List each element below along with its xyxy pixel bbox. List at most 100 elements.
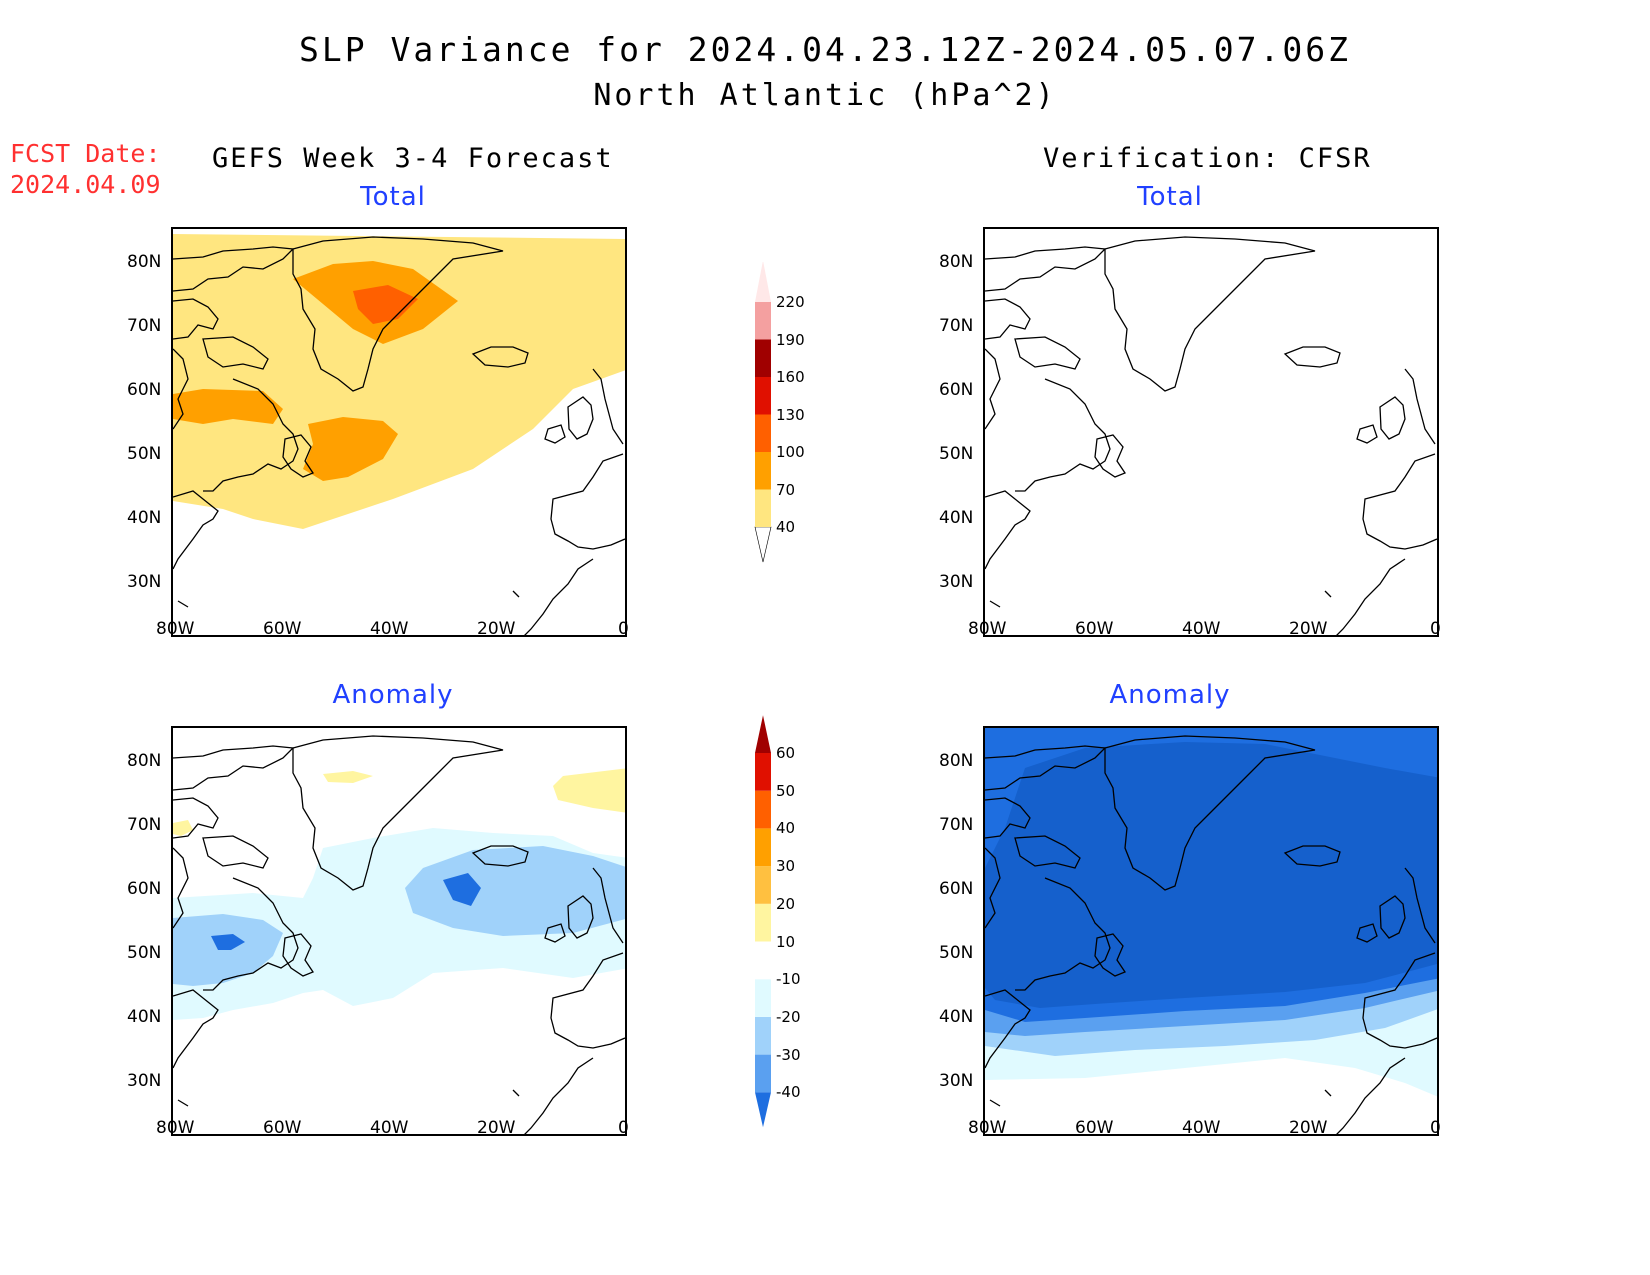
ver-anom-lon-tick-2: 40W xyxy=(1182,1118,1221,1138)
fc-total-lat-tick-1: 70N xyxy=(127,316,162,336)
fc-anom-lat-tick-2: 60N xyxy=(127,879,162,899)
fc-total-lon-tick-3: 20W xyxy=(477,619,516,639)
ver-total-map-svg xyxy=(985,236,1437,635)
fc-anom-lon-tick-0: 80W xyxy=(156,1118,195,1138)
ver-anom-lat-tick-2: 60N xyxy=(939,879,974,899)
fc-total-lon-tick-4: 0 xyxy=(618,619,629,639)
ver-anom-lon-tick-4: 0 xyxy=(1430,1118,1441,1138)
fc-anomaly-map xyxy=(171,726,627,1136)
anomaly-colorbar-label-0: -40 xyxy=(776,1083,801,1102)
anomaly-colorbar-label-6: 30 xyxy=(776,857,796,876)
total-colorbar-segment-1 xyxy=(755,452,771,490)
total-colorbar-segment-3 xyxy=(755,377,771,415)
total-colorbar-label-2: 100 xyxy=(776,443,805,461)
forecast-date: FCST Date: 2024.04.09 xyxy=(10,138,161,200)
total-colorbar-segment-4 xyxy=(755,339,771,377)
total-colorbar-label-3: 130 xyxy=(776,405,805,424)
total-colorbar-segment-2 xyxy=(755,414,771,452)
ver-total-lat-tick-2: 60N xyxy=(939,380,974,400)
forecast-date-value: 2024.04.09 xyxy=(10,170,161,199)
fc-total-level-100 xyxy=(353,285,418,324)
anomaly-colorbar-segment-5 xyxy=(755,903,771,942)
anomaly-colorbar-segment-4 xyxy=(755,941,771,980)
fc-total-lat-tick-4: 40N xyxy=(127,508,162,528)
total-colorbar-tail xyxy=(754,526,772,563)
fc-total-level-70-west xyxy=(173,389,283,424)
ver-total-lat-tick-4: 40N xyxy=(939,508,974,528)
main-title: SLP Variance for 2024.04.23.12Z-2024.05.… xyxy=(299,30,1351,69)
fc-total-map xyxy=(171,227,627,637)
anomaly-colorbar-segment-9 xyxy=(755,753,771,791)
ver-anomaly-title: Anomaly xyxy=(1109,680,1231,710)
ver-anom-lat-tick-5: 30N xyxy=(939,1071,974,1091)
fc-anomaly-neg-40-west xyxy=(211,934,245,950)
fc-total-lon-tick-1: 60W xyxy=(263,619,302,639)
fc-anom-lat-tick-0: 80N xyxy=(127,751,162,771)
ver-total-lon-tick-0: 80W xyxy=(968,619,1007,639)
fc-total-level-70-central xyxy=(303,417,398,481)
fc-anom-lon-tick-4: 0 xyxy=(618,1118,629,1138)
fc-anomaly-neg-40-east xyxy=(443,873,481,906)
fc-anomaly-title: Anomaly xyxy=(332,680,454,710)
fc-anomaly-neg-20-east xyxy=(405,846,625,936)
total-colorbar-segment-5 xyxy=(755,302,771,340)
fc-total-lat-tick-3: 50N xyxy=(127,444,162,464)
fc-total-map-svg xyxy=(173,234,625,635)
total-colorbar-label-6: 220 xyxy=(776,293,805,311)
ver-anom-lat-tick-0: 80N xyxy=(939,751,974,771)
fc-total-lat-tick-2: 60N xyxy=(127,380,162,400)
ver-total-lon-tick-3: 20W xyxy=(1289,619,1328,639)
fc-total-lat-tick-0: 80N xyxy=(127,252,162,272)
fc-anomaly-pos-west xyxy=(173,820,193,836)
anomaly-colorbar-label-4: 10 xyxy=(776,932,796,951)
total-colorbar-label-1: 70 xyxy=(776,480,796,499)
anomaly-colorbar-segment-7 xyxy=(755,828,771,867)
anomaly-colorbar-label-2: -20 xyxy=(776,1007,801,1026)
fc-anomaly-pos-east xyxy=(553,768,625,813)
anomaly-colorbar-segment-1 xyxy=(755,1054,771,1093)
fc-anomaly-pos-north xyxy=(323,771,373,783)
fc-total-lon-tick-2: 40W xyxy=(370,619,409,639)
ver-anomaly-map-svg xyxy=(985,728,1437,1134)
verification-column-title: Verification: CFSR xyxy=(1043,143,1372,174)
anomaly-colorbar-label-5: 20 xyxy=(776,894,796,913)
anomaly-colorbar-segment-3 xyxy=(755,979,771,1017)
ver-anom-lat-tick-3: 50N xyxy=(939,943,974,963)
ver-anomaly-map xyxy=(983,726,1439,1136)
ver-anom-lat-tick-1: 70N xyxy=(939,815,974,835)
total-colorbar-label-4: 160 xyxy=(776,368,805,386)
total-colorbar-segment-6 xyxy=(755,262,771,302)
forecast-date-label: FCST Date: xyxy=(10,139,161,168)
forecast-column-title: GEFS Week 3-4 Forecast xyxy=(212,143,614,174)
anomaly-colorbar xyxy=(755,715,771,1128)
fc-anom-lon-tick-2: 40W xyxy=(370,1118,409,1138)
anomaly-colorbar-segment-2 xyxy=(755,1016,771,1055)
ver-anom-lat-tick-4: 40N xyxy=(939,1007,974,1027)
fc-total-title: Total xyxy=(360,182,426,212)
ver-anom-lon-tick-1: 60W xyxy=(1075,1118,1114,1138)
ver-anomaly-neg-40-core xyxy=(985,742,1437,1008)
fc-total-lon-tick-0: 80W xyxy=(156,619,195,639)
anomaly-colorbar-segment-6 xyxy=(755,866,771,904)
anomaly-colorbar-label-7: 40 xyxy=(776,819,796,838)
fc-total-level-40 xyxy=(173,234,625,529)
ver-total-title: Total xyxy=(1137,182,1203,212)
anomaly-colorbar-label-9: 60 xyxy=(776,744,796,762)
ver-anom-lon-tick-0: 80W xyxy=(968,1118,1007,1138)
ver-anom-lon-tick-3: 20W xyxy=(1289,1118,1328,1138)
fc-anomaly-map-svg xyxy=(173,735,625,1134)
total-colorbar-label-0: 40 xyxy=(776,518,796,536)
fc-anom-lon-tick-3: 20W xyxy=(477,1118,516,1138)
anomaly-colorbar-segment-8 xyxy=(755,790,771,829)
ver-total-lat-tick-5: 30N xyxy=(939,572,974,592)
ver-total-map xyxy=(983,227,1439,637)
anomaly-colorbar-label-8: 50 xyxy=(776,781,796,800)
main-subtitle: North Atlantic (hPa^2) xyxy=(593,78,1057,113)
anomaly-colorbar-label-1: -30 xyxy=(776,1045,801,1064)
fc-anom-lat-tick-3: 50N xyxy=(127,943,162,963)
total-colorbar xyxy=(754,262,772,563)
ver-total-lon-tick-1: 60W xyxy=(1075,619,1114,639)
anomaly-colorbar-segment-10 xyxy=(755,715,771,753)
total-colorbar-label-5: 190 xyxy=(776,330,805,349)
fc-anom-lat-tick-4: 40N xyxy=(127,1007,162,1027)
